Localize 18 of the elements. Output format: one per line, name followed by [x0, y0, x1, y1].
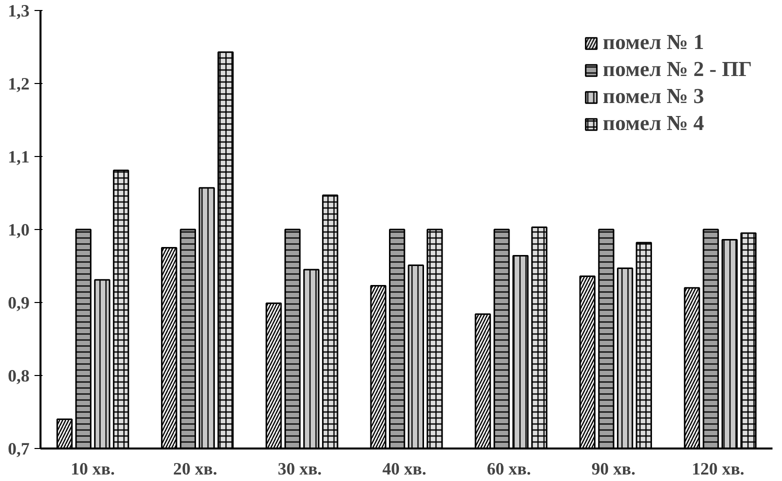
x-tick-label: 30 хв. [278, 460, 322, 478]
x-tick-label: 40 хв. [382, 460, 426, 478]
legend-label: помел № 2 - ПГ [602, 57, 752, 82]
y-tick-label: 1,2 [8, 74, 30, 94]
legend-label: помел № 3 [602, 84, 704, 109]
x-tick-label: 20 хв. [173, 460, 218, 478]
legend-label: помел № 4 [602, 111, 704, 136]
x-tick-label: 120 хв. [692, 460, 744, 478]
y-tick-label: 1,0 [8, 220, 30, 240]
y-tick-label: 0,8 [8, 366, 30, 386]
y-tick-label: 1,3 [8, 2, 30, 20]
y-tick-label: 1,1 [8, 148, 30, 166]
x-tick-label: 60 хв. [486, 460, 531, 478]
y-tick-label: 0,9 [8, 294, 30, 312]
legend-label: помел № 1 [602, 30, 704, 55]
x-tick-label: 10 хв. [70, 460, 115, 478]
x-tick-label: 90 хв. [591, 460, 636, 478]
y-tick-label: 0,7 [8, 440, 30, 458]
